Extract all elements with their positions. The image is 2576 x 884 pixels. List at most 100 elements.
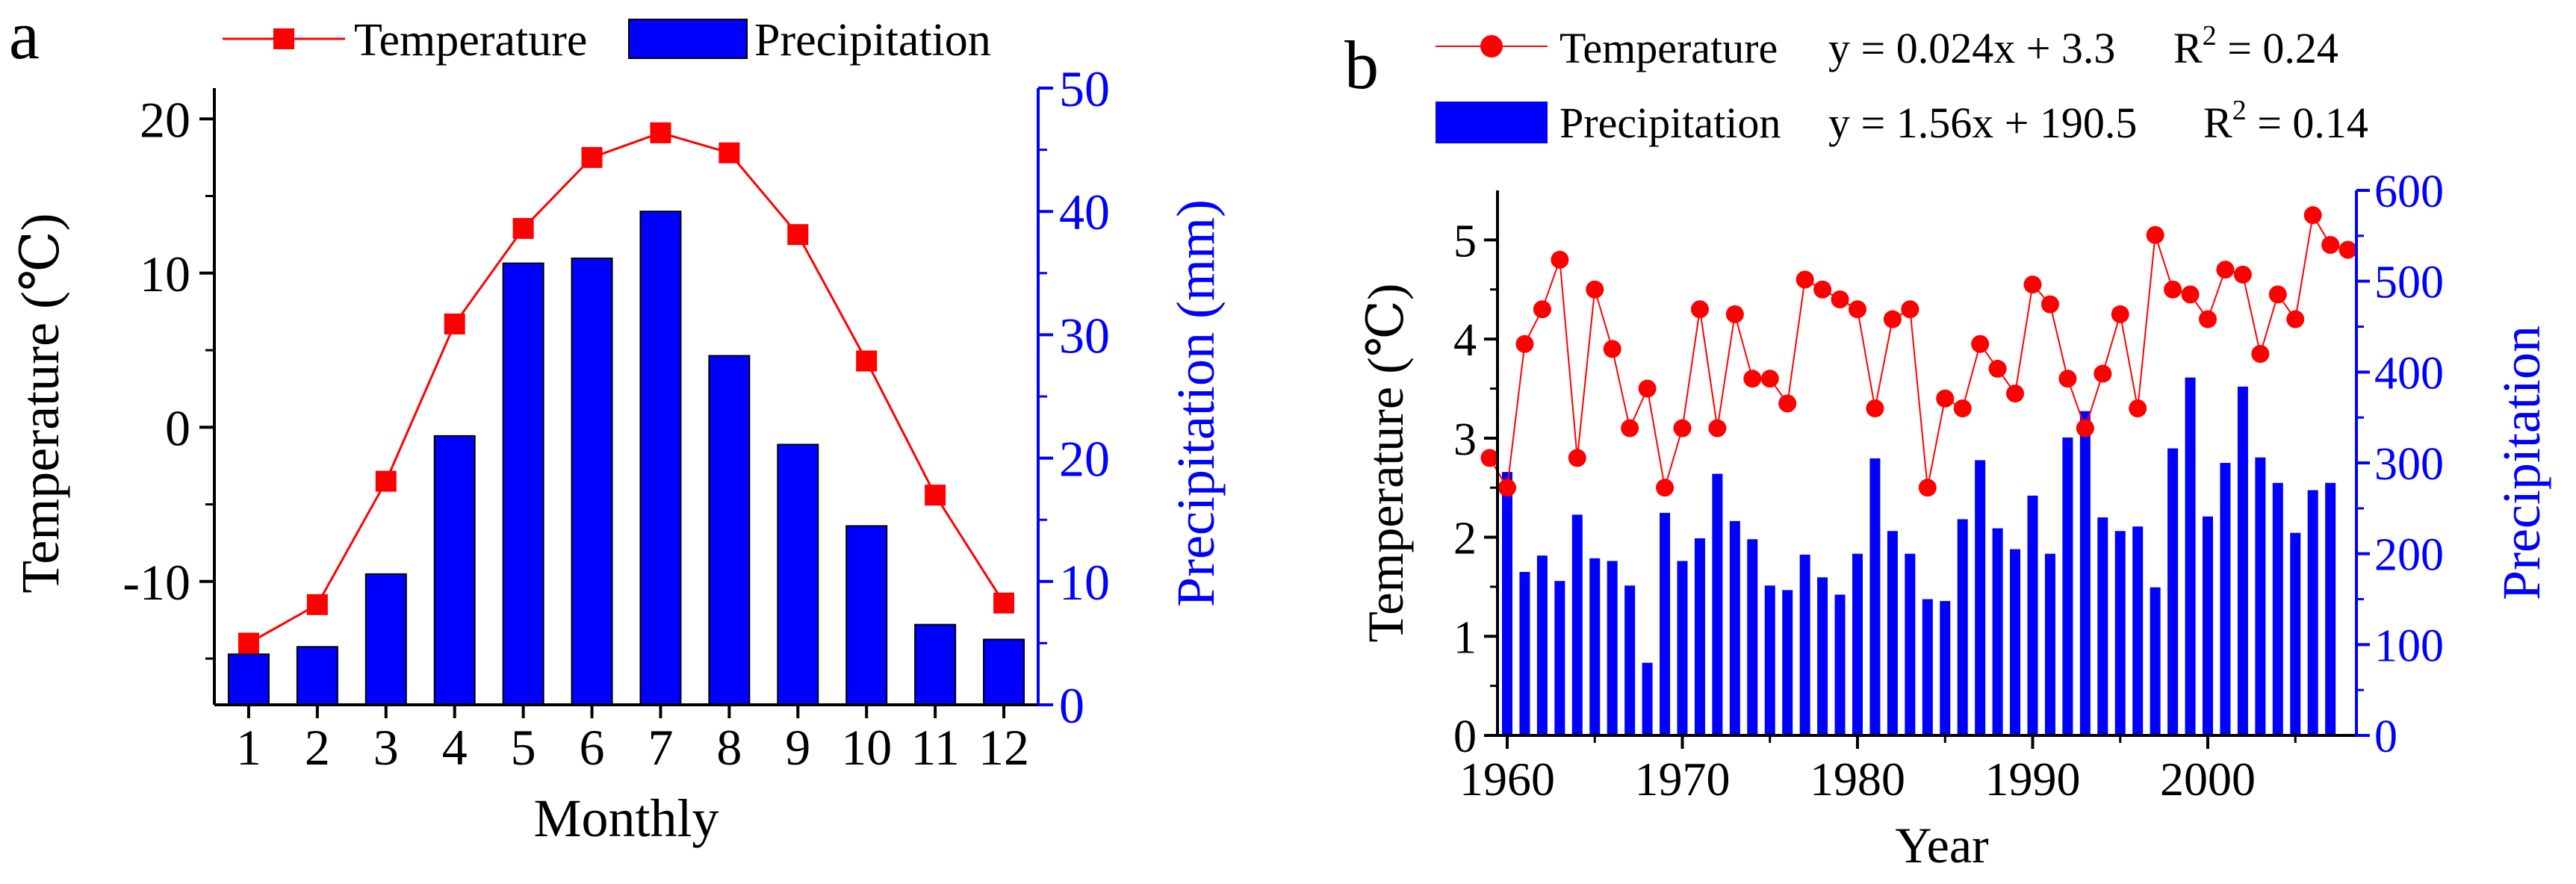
chart-b: b 0 1 2 3 4 5 0 100 200 300 400 500 600 1960 1970 1980 19…	[1344, 20, 2551, 874]
precipitation-bar	[1694, 538, 1705, 735]
precipitation-bar	[1975, 460, 1986, 735]
precipitation-bar	[639, 211, 682, 706]
precipitation-bar	[914, 623, 957, 706]
legend-temperature-equation: y = 0.024x + 3.3	[1828, 24, 2115, 72]
temperature-marker	[1901, 300, 1919, 319]
precipitation-bar	[2097, 517, 2108, 735]
legend-precipitation-swatch	[628, 19, 748, 59]
x-tick-label: 1960	[1459, 753, 1555, 806]
precipitation-bar	[1817, 577, 1828, 735]
right-tick-label: 0	[1059, 677, 1084, 734]
temperature-marker	[1480, 449, 1499, 467]
temperature-marker	[650, 122, 671, 143]
temperature-marker	[1586, 280, 1604, 299]
precipitation-bar	[2255, 457, 2266, 735]
x-tick-label: 12	[978, 719, 1029, 776]
precipitation-bar	[2307, 490, 2318, 735]
precipitation-bar	[1607, 561, 1618, 735]
temperature-marker	[1725, 305, 1744, 323]
y-right-axis-title: Precipitation (mm)	[1166, 199, 1226, 607]
precipitation-bar	[2220, 463, 2231, 735]
right-tick-label: 0	[2374, 712, 2397, 762]
temperature-marker	[2129, 399, 2147, 417]
precipitation-bar	[502, 262, 544, 706]
precipitation-bar	[2150, 587, 2161, 735]
temperature-marker	[856, 350, 878, 372]
precipitation-bar	[1554, 581, 1565, 735]
r2-exponent: 2	[2232, 95, 2247, 126]
precipitation-bar	[1536, 555, 1548, 735]
left-tick-label: 10	[140, 246, 190, 302]
x-tick-label: 4	[442, 719, 468, 776]
temperature-marker	[306, 594, 328, 615]
precipitation-bar	[1660, 512, 1671, 735]
precipitation-bar	[433, 435, 476, 706]
legend-temperature-marker	[273, 28, 294, 49]
temperature-marker	[1533, 300, 1551, 319]
precipitation-bar	[364, 573, 407, 706]
precipitation-bar	[2167, 448, 2179, 735]
legend-precipitation-label: Precipitation	[1559, 99, 1781, 147]
precipitation-bar	[1905, 553, 1916, 735]
temperature-marker	[719, 142, 740, 164]
x-tick-label: 1980	[1810, 753, 1905, 806]
temperature-marker	[1568, 449, 1586, 467]
left-tick-label: 3	[1453, 414, 1477, 465]
precipitation-bar	[2237, 386, 2248, 735]
right-tick-label: 400	[2374, 348, 2444, 399]
x-tick-label: 5	[511, 719, 536, 776]
temperature-marker	[2338, 240, 2357, 259]
x-axis-title: Monthly	[533, 788, 719, 848]
temperature-marker	[2058, 370, 2077, 388]
precipitation-bar	[1624, 585, 1636, 735]
temperature-marker	[2006, 385, 2025, 403]
right-tick-label: 40	[1059, 184, 1110, 240]
temperature-marker	[787, 224, 809, 246]
temperature-marker	[1621, 419, 1639, 438]
left-tick-label: 1	[1453, 612, 1477, 663]
legend-precipitation-swatch	[1436, 102, 1548, 143]
precipitation-bar	[227, 653, 270, 706]
temperature-marker	[2199, 310, 2217, 329]
temperature-marker	[2094, 364, 2112, 383]
x-tick-label: 1	[236, 719, 261, 776]
right-tick-label: 300	[2374, 439, 2444, 490]
temperature-marker	[2233, 265, 2252, 284]
precipitation-bar	[296, 646, 338, 706]
precipitation-bar	[845, 525, 888, 706]
r2-base: R	[2203, 99, 2232, 147]
precipitation-bar	[708, 355, 751, 706]
left-tick-label: 5	[1453, 216, 1477, 267]
temperature-marker	[1988, 359, 2007, 378]
precipitation-bar	[1589, 558, 1601, 735]
precipitation-bar	[1852, 553, 1863, 735]
temperature-marker	[2303, 206, 2322, 225]
temperature-marker	[238, 632, 259, 654]
left-tick-label: 0	[1453, 712, 1477, 762]
precipitation-bar	[571, 257, 613, 706]
temperature-marker	[2076, 419, 2094, 438]
precipitation-bar	[2132, 526, 2144, 735]
temperature-marker	[1673, 419, 1692, 438]
precipitation-bar	[1502, 472, 1512, 735]
temperature-marker	[2251, 345, 2270, 363]
right-tick-label: 100	[2374, 620, 2444, 671]
legend-temperature-r2: R2 = 0.24	[2173, 20, 2338, 72]
temperature-marker	[1953, 399, 1972, 417]
temperature-marker	[925, 485, 946, 506]
precipitation-bar	[2290, 532, 2301, 735]
right-tick-label: 500	[2374, 258, 2444, 308]
temperature-marker	[1918, 479, 1937, 497]
panel-b-label: b	[1344, 27, 1379, 103]
temperature-marker	[1743, 370, 1762, 388]
temperature-marker	[512, 217, 534, 239]
left-tick-label: 0	[165, 399, 190, 456]
x-tick-label: 2000	[2160, 753, 2256, 806]
temperature-marker	[1866, 399, 1884, 417]
temperature-marker	[2164, 280, 2182, 299]
temperature-marker	[1778, 394, 1797, 413]
temperature-marker	[2023, 276, 2042, 294]
right-tick-label: 20	[1059, 431, 1110, 488]
